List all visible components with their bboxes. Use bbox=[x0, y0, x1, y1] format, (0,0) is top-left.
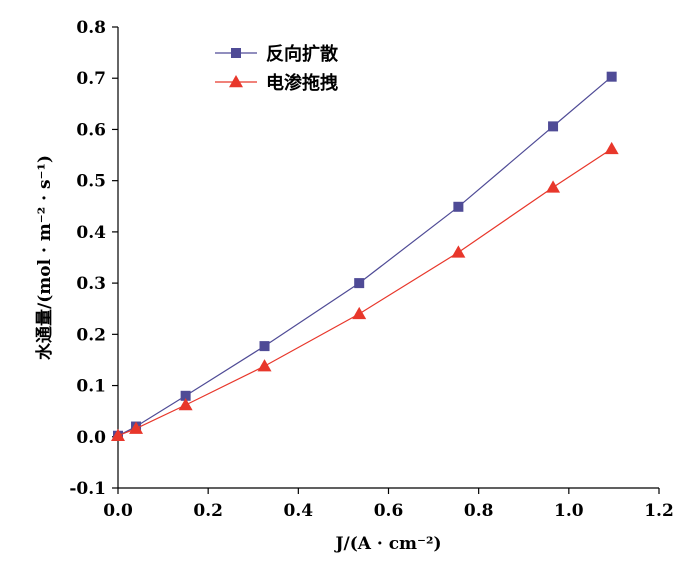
y-tick-label: 0.4 bbox=[76, 223, 106, 243]
series-line bbox=[117, 76, 613, 437]
x-tick-label: 0.0 bbox=[103, 501, 133, 521]
legend-label: 电渗拖拽 bbox=[266, 72, 338, 94]
data-point bbox=[129, 421, 144, 434]
x-tick-label: 0.2 bbox=[193, 501, 223, 521]
data-point bbox=[548, 121, 559, 132]
series-2 bbox=[111, 141, 619, 442]
x-tick-label: 0.4 bbox=[284, 501, 314, 521]
y-tick-label: 0.0 bbox=[76, 428, 106, 448]
y-tick-label: 0.7 bbox=[76, 69, 106, 89]
data-point bbox=[453, 201, 464, 212]
x-tick-label: 1.2 bbox=[644, 501, 674, 521]
series-1 bbox=[113, 71, 617, 441]
data-point bbox=[604, 141, 619, 155]
y-tick-label: 0.1 bbox=[76, 377, 106, 397]
x-tick-label: 0.8 bbox=[464, 501, 494, 521]
y-axis-label: 水通量/(mol · m⁻² · s⁻¹) bbox=[34, 155, 55, 360]
x-tick-label: 0.6 bbox=[374, 501, 404, 521]
data-point bbox=[352, 306, 367, 320]
data-point bbox=[259, 341, 270, 352]
series-line bbox=[117, 148, 612, 437]
x-axis-label: J/(A · cm⁻²) bbox=[333, 534, 441, 554]
data-point bbox=[451, 245, 466, 258]
y-tick-label: -0.1 bbox=[69, 479, 106, 499]
data-point bbox=[178, 398, 193, 411]
y-tick-label: 0.6 bbox=[76, 120, 106, 140]
chart-marks bbox=[111, 71, 619, 442]
data-point bbox=[180, 390, 191, 401]
x-tick-label: 1.0 bbox=[554, 501, 584, 521]
y-tick-label: 0.5 bbox=[76, 172, 106, 192]
legend-entry-2: 电渗拖拽 bbox=[215, 72, 338, 94]
y-tick-label: 0.8 bbox=[76, 18, 106, 38]
y-tick-label: 0.2 bbox=[76, 325, 106, 345]
data-point bbox=[546, 180, 561, 193]
data-point bbox=[257, 359, 272, 372]
axes: -0.10.00.10.20.30.40.50.60.70.80.0 0.2 0.4… bbox=[69, 18, 673, 521]
legend-label: 反向扩散 bbox=[266, 43, 339, 65]
legend-marker bbox=[229, 75, 243, 88]
legend-entry-1: 反向扩散 bbox=[215, 43, 339, 65]
data-point bbox=[111, 428, 125, 442]
data-point bbox=[354, 278, 365, 289]
legend-marker bbox=[231, 48, 241, 58]
data-point bbox=[606, 71, 617, 82]
y-tick-label: 0.3 bbox=[76, 274, 106, 294]
